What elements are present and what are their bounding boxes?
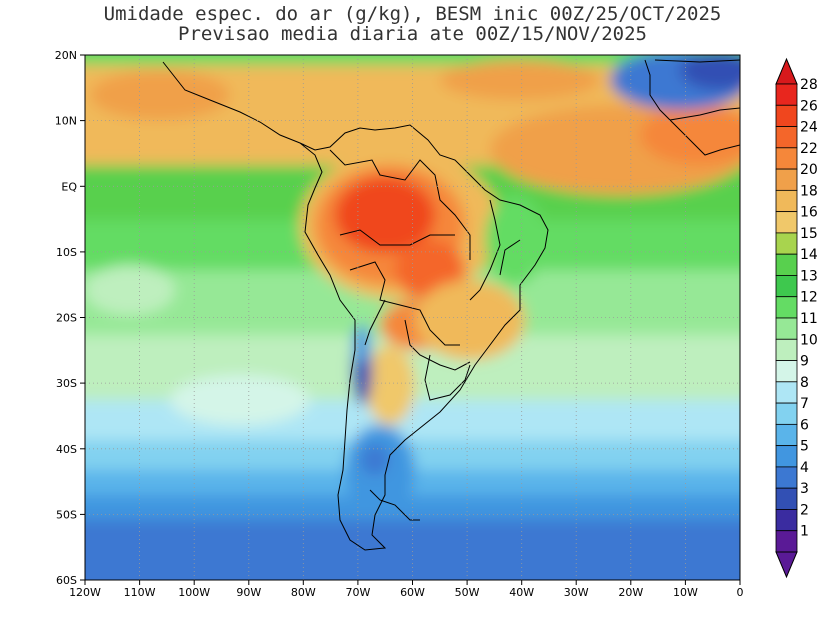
colorbar-label: 24 — [800, 120, 818, 136]
colorbar-cell — [775, 466, 798, 489]
colorbar-cell — [775, 168, 798, 191]
colorbar-cell — [775, 147, 798, 170]
lon-label: 120W — [69, 586, 101, 599]
lat-label: 50S — [56, 508, 77, 521]
chart-subtitle: Previsao media diaria ate 00Z/15/NOV/202… — [178, 23, 647, 45]
colorbar-label: 14 — [800, 247, 818, 263]
colorbar-cell — [775, 445, 798, 468]
lon-label: 80W — [291, 586, 316, 599]
colorbar-cell — [775, 530, 798, 553]
colorbar-label: 16 — [800, 205, 818, 221]
lon-label: 50W — [455, 586, 480, 599]
colorbar-label: 7 — [800, 396, 809, 412]
colorbar-cell — [775, 509, 798, 532]
axis-ticks — [80, 54, 741, 585]
colorbar-label: 10 — [800, 332, 818, 348]
colorbar-label: 20 — [800, 162, 818, 178]
colorbar-label: 28 — [800, 77, 818, 93]
coastlines — [162, 59, 740, 551]
lat-label: 10N — [55, 115, 77, 128]
colorbar-label: 15 — [800, 226, 818, 242]
colorbar-label: 5 — [800, 439, 809, 455]
colorbar-cell — [775, 487, 798, 510]
colorbar-bottom-arrow — [775, 551, 798, 579]
lon-label: 40W — [509, 586, 534, 599]
colorbar-label: 12 — [800, 290, 818, 306]
lon-label: 70W — [345, 586, 370, 599]
colorbar-cell — [775, 275, 798, 298]
colorbar: 28 26 24 22 20 18 16 15 14 13 12 11 10 9 8 7 6 5 4 3 2 1 — [775, 57, 818, 579]
lon-label: 30W — [564, 586, 589, 599]
lat-label: 10S — [56, 246, 77, 259]
colorbar-label: 8 — [800, 375, 809, 391]
lat-label: 30S — [56, 377, 77, 390]
colorbar-cell — [775, 126, 798, 149]
colorbar-label: 2 — [800, 502, 809, 518]
colorbar-label: 9 — [800, 354, 809, 370]
colorbar-cell — [775, 104, 798, 127]
colorbar-cell — [775, 402, 798, 425]
lon-label: 100W — [178, 586, 210, 599]
colorbar-cell — [775, 360, 798, 383]
lon-label: 90W — [236, 586, 261, 599]
colorbar-cell — [775, 381, 798, 404]
lat-label: 60S — [56, 574, 77, 587]
colorbar-label: 11 — [800, 311, 818, 327]
colorbar-cell — [775, 189, 798, 213]
lon-label: 110W — [124, 586, 156, 599]
colorbar-label: 13 — [800, 268, 818, 284]
colorbar-cell — [775, 338, 798, 361]
colorbar-cell — [775, 83, 798, 106]
lat-labels: 20N 10N EQ 10S 20S 30S 40S 50S 60S — [55, 49, 78, 587]
colorbar-cell — [775, 253, 798, 276]
lon-label: 20W — [618, 586, 643, 599]
lat-label: EQ — [61, 180, 77, 193]
colorbar-label: 3 — [800, 481, 809, 497]
lon-label: 60W — [400, 586, 425, 599]
colorbar-cell — [775, 423, 798, 447]
colorbar-label: 26 — [800, 98, 818, 114]
colorbar-cell — [775, 317, 798, 340]
lat-label: 20N — [55, 49, 77, 62]
colorbar-label: 6 — [800, 417, 809, 433]
lon-labels: 120W 110W 100W 90W 80W 70W 60W 50W 40W 3… — [69, 586, 743, 599]
lat-label: 40S — [56, 443, 77, 456]
lon-label: 0 — [737, 586, 744, 599]
colorbar-cell — [775, 296, 798, 319]
chart-title: Umidade espec. do ar (g/kg), BESM inic 0… — [103, 3, 722, 25]
colorbar-label: 4 — [800, 460, 809, 476]
lon-label: 10W — [673, 586, 698, 599]
colorbar-label: 1 — [800, 524, 809, 540]
colorbar-top-arrow — [775, 57, 798, 85]
colorbar-label: 22 — [800, 141, 818, 157]
lat-label: 20S — [56, 312, 77, 325]
colorbar-cell — [775, 211, 798, 234]
colorbar-cell — [775, 232, 798, 255]
colorbar-label: 18 — [800, 183, 818, 199]
